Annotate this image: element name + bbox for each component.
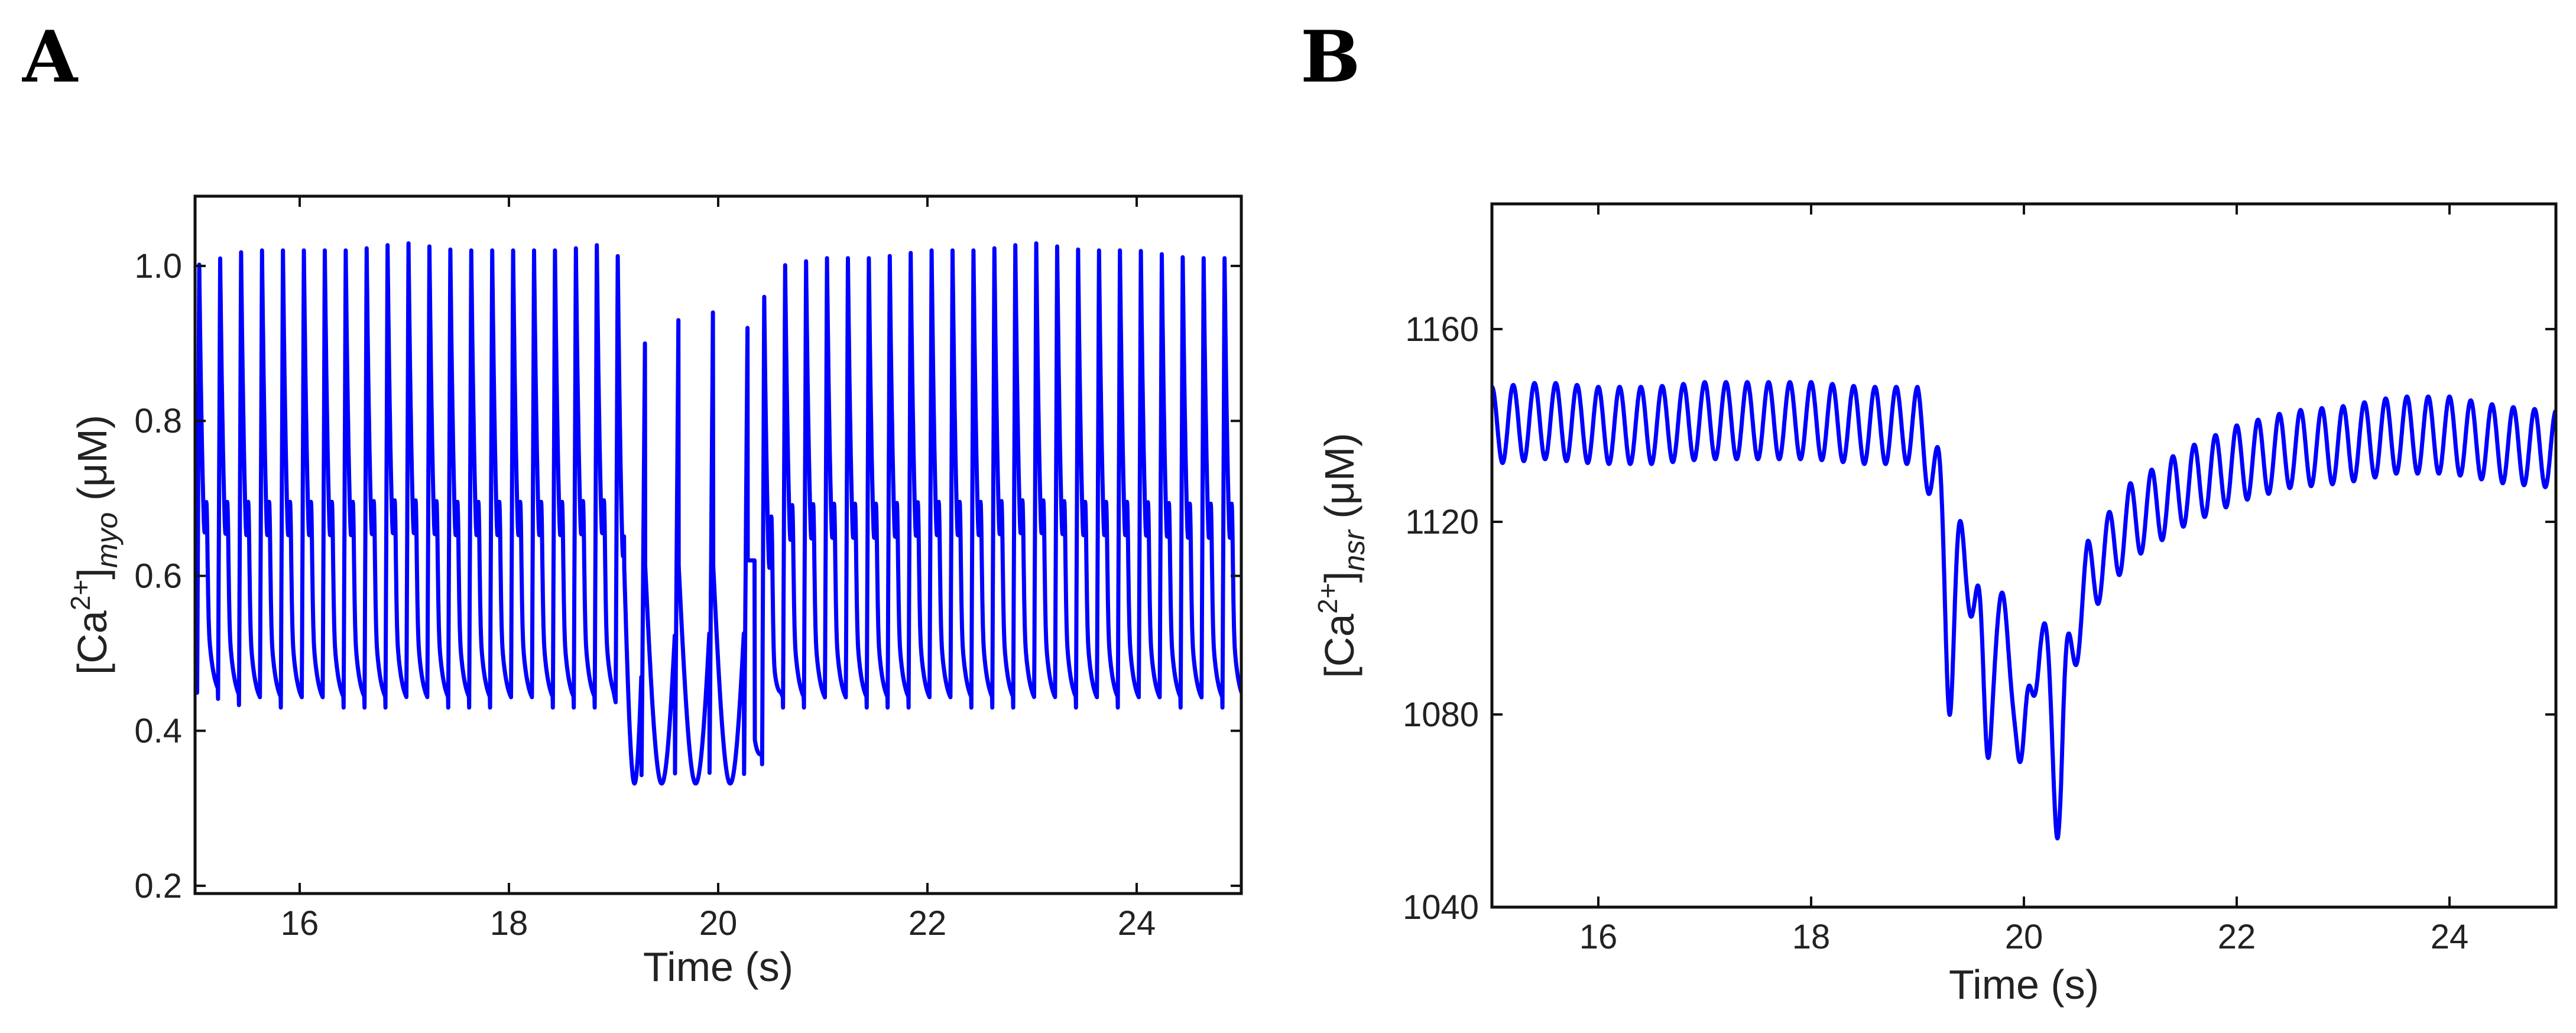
chart-a-xtick-label: 16: [281, 904, 319, 943]
chart-a: 16 18 20 22 24 0.2 0.4 0.6 0.8 1.0 Time (s) [Ca2+…: [65, 194, 1243, 990]
chart-b-ylabel-sup: 2+: [1312, 583, 1343, 613]
chart-b-xtick-label: 16: [1579, 918, 1618, 956]
chart-b-ytick-label: 1080: [1403, 696, 1479, 734]
chart-b-ylabel-close: ]: [1316, 571, 1362, 583]
chart-b-plot: [1492, 380, 2556, 841]
chart-b-ylabel: [Ca2+]nsr (μM): [1312, 433, 1371, 678]
chart-a-ylabel-unit: (μM): [69, 415, 115, 512]
chart-a-ytick-label: 0.8: [134, 402, 182, 440]
chart-b-ytick-label: 1040: [1403, 888, 1479, 927]
chart-b-ylabel-sub: nsr: [1338, 529, 1371, 571]
chart-b-ylabel-unit: (μM): [1316, 433, 1362, 530]
chart-b-ylabel-main: [Ca: [1316, 614, 1362, 678]
panel-label-b: B: [1300, 15, 1360, 99]
chart-b-ytick-label: 1160: [1405, 310, 1479, 349]
chart-b-ticks: 16 18 20 22 24 1040 1080 1120 1160: [1403, 204, 2556, 956]
chart-b-xlabel: Time (s): [1949, 961, 2099, 1008]
panel-label-a: A: [22, 15, 79, 99]
chart-b-series-line: [1492, 380, 2556, 841]
chart-a-xtick-label: 18: [490, 904, 528, 943]
chart-a-ylabel-close: ]: [69, 568, 115, 579]
chart-a-xtick-label: 24: [1118, 904, 1156, 943]
chart-a-ylabel-sub: myo: [90, 512, 124, 568]
chart-b-ytick-label: 1120: [1405, 503, 1479, 541]
chart-a-ylabel: [Ca2+]myo (μM): [65, 415, 124, 675]
chart-a-ylabel-sup: 2+: [65, 580, 96, 610]
chart-b-xtick-label: 24: [2431, 918, 2469, 956]
chart-a-series-line: [195, 241, 1241, 786]
chart-a-ylabel-main: [Ca: [69, 610, 115, 675]
chart-a-xtick-label: 22: [909, 904, 947, 943]
chart-a-xlabel: Time (s): [643, 944, 793, 990]
chart-b-xtick-label: 20: [2005, 918, 2043, 956]
chart-a-plot: [195, 241, 1241, 786]
chart-b: 16 18 20 22 24 1040 1080 1120 1160 Time (s) [Ca2…: [1312, 202, 2558, 1008]
chart-a-xtick-label: 20: [699, 904, 738, 943]
chart-b-xtick-label: 22: [2218, 918, 2256, 956]
chart-a-ytick-label: 0.4: [134, 712, 182, 751]
chart-a-ytick-label: 0.6: [134, 557, 182, 595]
chart-a-ticks: 16 18 20 22 24 0.2 0.4 0.6 0.8 1.0: [134, 196, 1241, 943]
chart-b-xtick-label: 18: [1792, 918, 1831, 956]
chart-a-ytick-label: 1.0: [134, 247, 182, 285]
chart-a-ytick-label: 0.2: [134, 867, 182, 905]
chart-b-frame: [1490, 202, 2558, 909]
